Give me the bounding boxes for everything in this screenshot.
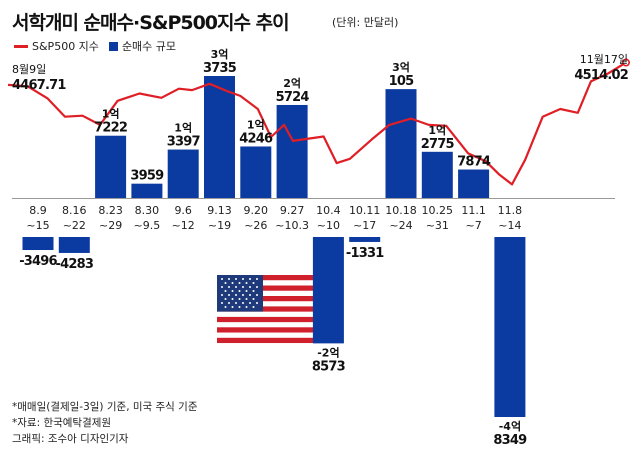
bar xyxy=(58,237,90,253)
x-tick-label: 10.4 xyxy=(316,204,341,217)
x-tick-label: 8.9 xyxy=(29,204,47,217)
x-tick-label: 11.8 xyxy=(498,204,523,217)
x-tick-label: 10.11 xyxy=(349,204,381,217)
x-tick-label: ~7 xyxy=(465,219,481,232)
x-tick-label: ~17 xyxy=(353,219,376,232)
bar xyxy=(22,237,54,251)
data-label-eok: 2억 xyxy=(283,77,301,90)
bar xyxy=(276,104,308,198)
data-label: 3735 xyxy=(203,61,237,76)
start-value-label: 4467.71 xyxy=(12,78,66,93)
data-label-eok: 3억 xyxy=(392,61,410,74)
bar xyxy=(204,76,235,198)
data-label-eok: 3억 xyxy=(211,48,229,61)
legend-bar-swatch xyxy=(108,41,118,51)
legend-bar-label: 순매수 규모 xyxy=(121,40,177,53)
legend: S&P500 지수 순매수 규모 xyxy=(14,38,176,54)
data-label: -3496 xyxy=(19,254,57,269)
data-label-eok: 1억 xyxy=(102,108,120,121)
bar xyxy=(95,135,127,198)
x-tick-label: ~22 xyxy=(63,219,86,232)
data-label: 7874 xyxy=(457,155,491,170)
x-tick-label: 11.1 xyxy=(461,204,486,217)
x-tick-label: 9.13 xyxy=(207,204,232,217)
data-label: 3959 xyxy=(130,169,164,184)
x-tick-label: ~9.5 xyxy=(134,219,161,232)
bar xyxy=(167,149,199,198)
data-label-eok: 1억 xyxy=(428,124,446,137)
x-tick-label: ~10.3 xyxy=(275,219,309,232)
data-label-eok: 1억 xyxy=(247,118,265,131)
us-flag-icon xyxy=(217,275,327,344)
x-tick-label: 8.30 xyxy=(135,204,160,217)
legend-line-swatch xyxy=(14,44,28,48)
x-tick-label: 10.25 xyxy=(422,204,454,217)
x-tick-label: 9.27 xyxy=(280,204,305,217)
x-tick-label: ~24 xyxy=(389,219,412,232)
data-label: 8349 xyxy=(493,433,527,448)
bar xyxy=(131,183,163,198)
unit-label: (단위: 만달러) xyxy=(332,16,399,29)
data-label-eok: -2억 xyxy=(317,346,339,359)
x-tick-label: ~14 xyxy=(498,219,521,232)
x-tick-label: ~26 xyxy=(244,219,267,232)
x-tick-label: 8.23 xyxy=(98,204,123,217)
end-value-label: 4514.02 xyxy=(574,68,628,83)
bar xyxy=(240,146,272,198)
data-label: 2775 xyxy=(421,137,455,152)
footnote-basis: *매매일(결제일-3일) 기준, 미국 주식 기준 xyxy=(12,401,198,413)
x-tick-label: 9.20 xyxy=(244,204,269,217)
sp500-line xyxy=(7,61,627,186)
data-label-eok: 1억 xyxy=(174,122,192,135)
data-label: 4246 xyxy=(239,131,273,146)
data-label: -4283 xyxy=(56,257,94,272)
chart-title: 서학개미 순매수·S&P500지수 추이 xyxy=(12,12,290,34)
data-label: -1331 xyxy=(346,246,384,261)
x-tick-label: 8.16 xyxy=(62,204,87,217)
legend-line-label: S&P500 지수 xyxy=(32,40,99,53)
start-date-label: 8월9일 xyxy=(12,62,46,76)
x-tick-label: 9.6 xyxy=(174,204,192,217)
bar xyxy=(312,237,344,344)
x-tick-label: ~15 xyxy=(26,219,49,232)
footnote-source: *자료: 한국예탁결제원 xyxy=(12,417,112,429)
bar xyxy=(349,237,381,242)
bar xyxy=(385,89,417,198)
end-date-label: 11월17일 xyxy=(580,52,628,66)
data-label: 3397 xyxy=(167,135,201,150)
data-label: 5724 xyxy=(276,90,310,105)
data-label: 7222 xyxy=(94,121,127,136)
x-tick-label: ~19 xyxy=(208,219,231,232)
sp500-end-marker xyxy=(621,58,630,67)
x-tick-label: ~29 xyxy=(99,219,122,232)
bar xyxy=(458,169,490,198)
data-label-eok: -4억 xyxy=(499,420,521,433)
bar xyxy=(421,151,453,198)
x-tick-label: ~31 xyxy=(426,219,449,232)
bar xyxy=(494,237,526,417)
x-tick-label: 10.18 xyxy=(385,204,417,217)
footnotes: *매매일(결제일-3일) 기준, 미국 주식 기준 *자료: 한국예탁결제원 그… xyxy=(12,399,198,447)
x-tick-label: ~12 xyxy=(172,219,195,232)
footnote-credit: 그래픽: 조수아 디자인기자 xyxy=(12,433,129,445)
data-label: 8573 xyxy=(312,359,346,374)
data-label: 105 xyxy=(389,74,414,89)
x-tick-label: ~10 xyxy=(317,219,340,232)
